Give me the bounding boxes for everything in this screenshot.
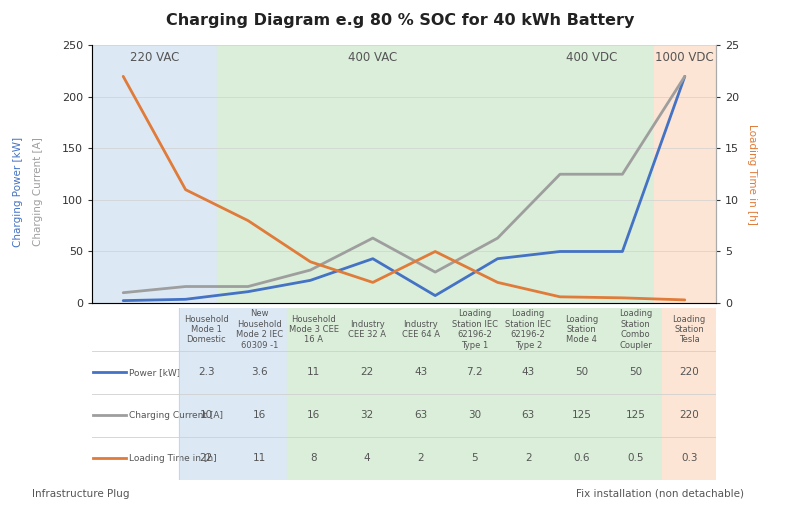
Text: 125: 125 (626, 411, 646, 420)
Text: 2: 2 (418, 453, 424, 463)
Text: Loading
Station IEC
62196-2
Type 1: Loading Station IEC 62196-2 Type 1 (451, 310, 498, 349)
Text: Charging Current [A]: Charging Current [A] (130, 411, 223, 420)
Text: 11: 11 (254, 453, 266, 463)
Text: 1000 VDC: 1000 VDC (655, 50, 714, 64)
Bar (654, 45, 716, 303)
Text: Loading Time in [h]: Loading Time in [h] (130, 454, 217, 463)
Text: 32: 32 (361, 411, 374, 420)
Text: 220: 220 (679, 411, 699, 420)
Text: 22: 22 (199, 453, 213, 463)
Text: 125: 125 (572, 411, 592, 420)
Text: 50: 50 (629, 368, 642, 377)
Text: 63: 63 (522, 411, 535, 420)
Text: Household
Mode 3 CEE
16 A: Household Mode 3 CEE 16 A (289, 315, 338, 344)
Text: 63: 63 (414, 411, 427, 420)
Y-axis label: Loading Time in [h]: Loading Time in [h] (747, 124, 758, 225)
Text: 400 VAC: 400 VAC (348, 50, 398, 64)
Text: 400 VDC: 400 VDC (566, 50, 617, 64)
Bar (662, 308, 716, 480)
Text: 10: 10 (200, 411, 213, 420)
Bar (92, 45, 217, 303)
Text: 2.3: 2.3 (198, 368, 214, 377)
Text: Loading
Station
Mode 4: Loading Station Mode 4 (566, 315, 598, 344)
Text: Fix installation (non detachable): Fix installation (non detachable) (576, 489, 744, 499)
Bar (179, 308, 286, 480)
Text: 7.2: 7.2 (466, 368, 483, 377)
Text: 8: 8 (310, 453, 317, 463)
Bar (529, 45, 654, 303)
Text: 22: 22 (361, 368, 374, 377)
Text: Loading
Station
Tesla: Loading Station Tesla (673, 315, 706, 344)
Text: 5: 5 (471, 453, 478, 463)
Text: Industry
CEE 32 A: Industry CEE 32 A (348, 320, 386, 339)
Text: Household
Mode 1
Domestic: Household Mode 1 Domestic (184, 315, 229, 344)
Text: Charging Power [kW]: Charging Power [kW] (13, 137, 22, 247)
Bar (217, 45, 529, 303)
Text: 16: 16 (254, 411, 266, 420)
Text: New
Household
Mode 2 IEC
60309 -1: New Household Mode 2 IEC 60309 -1 (236, 310, 283, 349)
Text: 30: 30 (468, 411, 481, 420)
Text: Loading
Station
Combo
Coupler: Loading Station Combo Coupler (619, 310, 652, 349)
Text: 4: 4 (364, 453, 370, 463)
Text: Power [kW]: Power [kW] (130, 368, 181, 377)
Text: 3.6: 3.6 (251, 368, 268, 377)
Text: Infrastructure Plug: Infrastructure Plug (32, 489, 130, 499)
Text: 50: 50 (575, 368, 589, 377)
Text: 220: 220 (679, 368, 699, 377)
Text: 43: 43 (522, 368, 535, 377)
Text: Charging Diagram e.g 80 % SOC for 40 kWh Battery: Charging Diagram e.g 80 % SOC for 40 kWh… (166, 13, 634, 28)
Text: 43: 43 (414, 368, 427, 377)
Text: Industry
CEE 64 A: Industry CEE 64 A (402, 320, 440, 339)
Text: 0.6: 0.6 (574, 453, 590, 463)
Text: 11: 11 (307, 368, 320, 377)
Text: Loading
Station IEC
62196-2
Type 2: Loading Station IEC 62196-2 Type 2 (505, 310, 551, 349)
Text: 2: 2 (525, 453, 531, 463)
Bar (555, 308, 662, 480)
Text: 0.3: 0.3 (681, 453, 698, 463)
Text: 16: 16 (307, 411, 320, 420)
Bar (286, 308, 555, 480)
Text: Charging Current [A]: Charging Current [A] (34, 137, 43, 246)
Text: 220 VAC: 220 VAC (130, 50, 179, 64)
Text: 0.5: 0.5 (627, 453, 644, 463)
